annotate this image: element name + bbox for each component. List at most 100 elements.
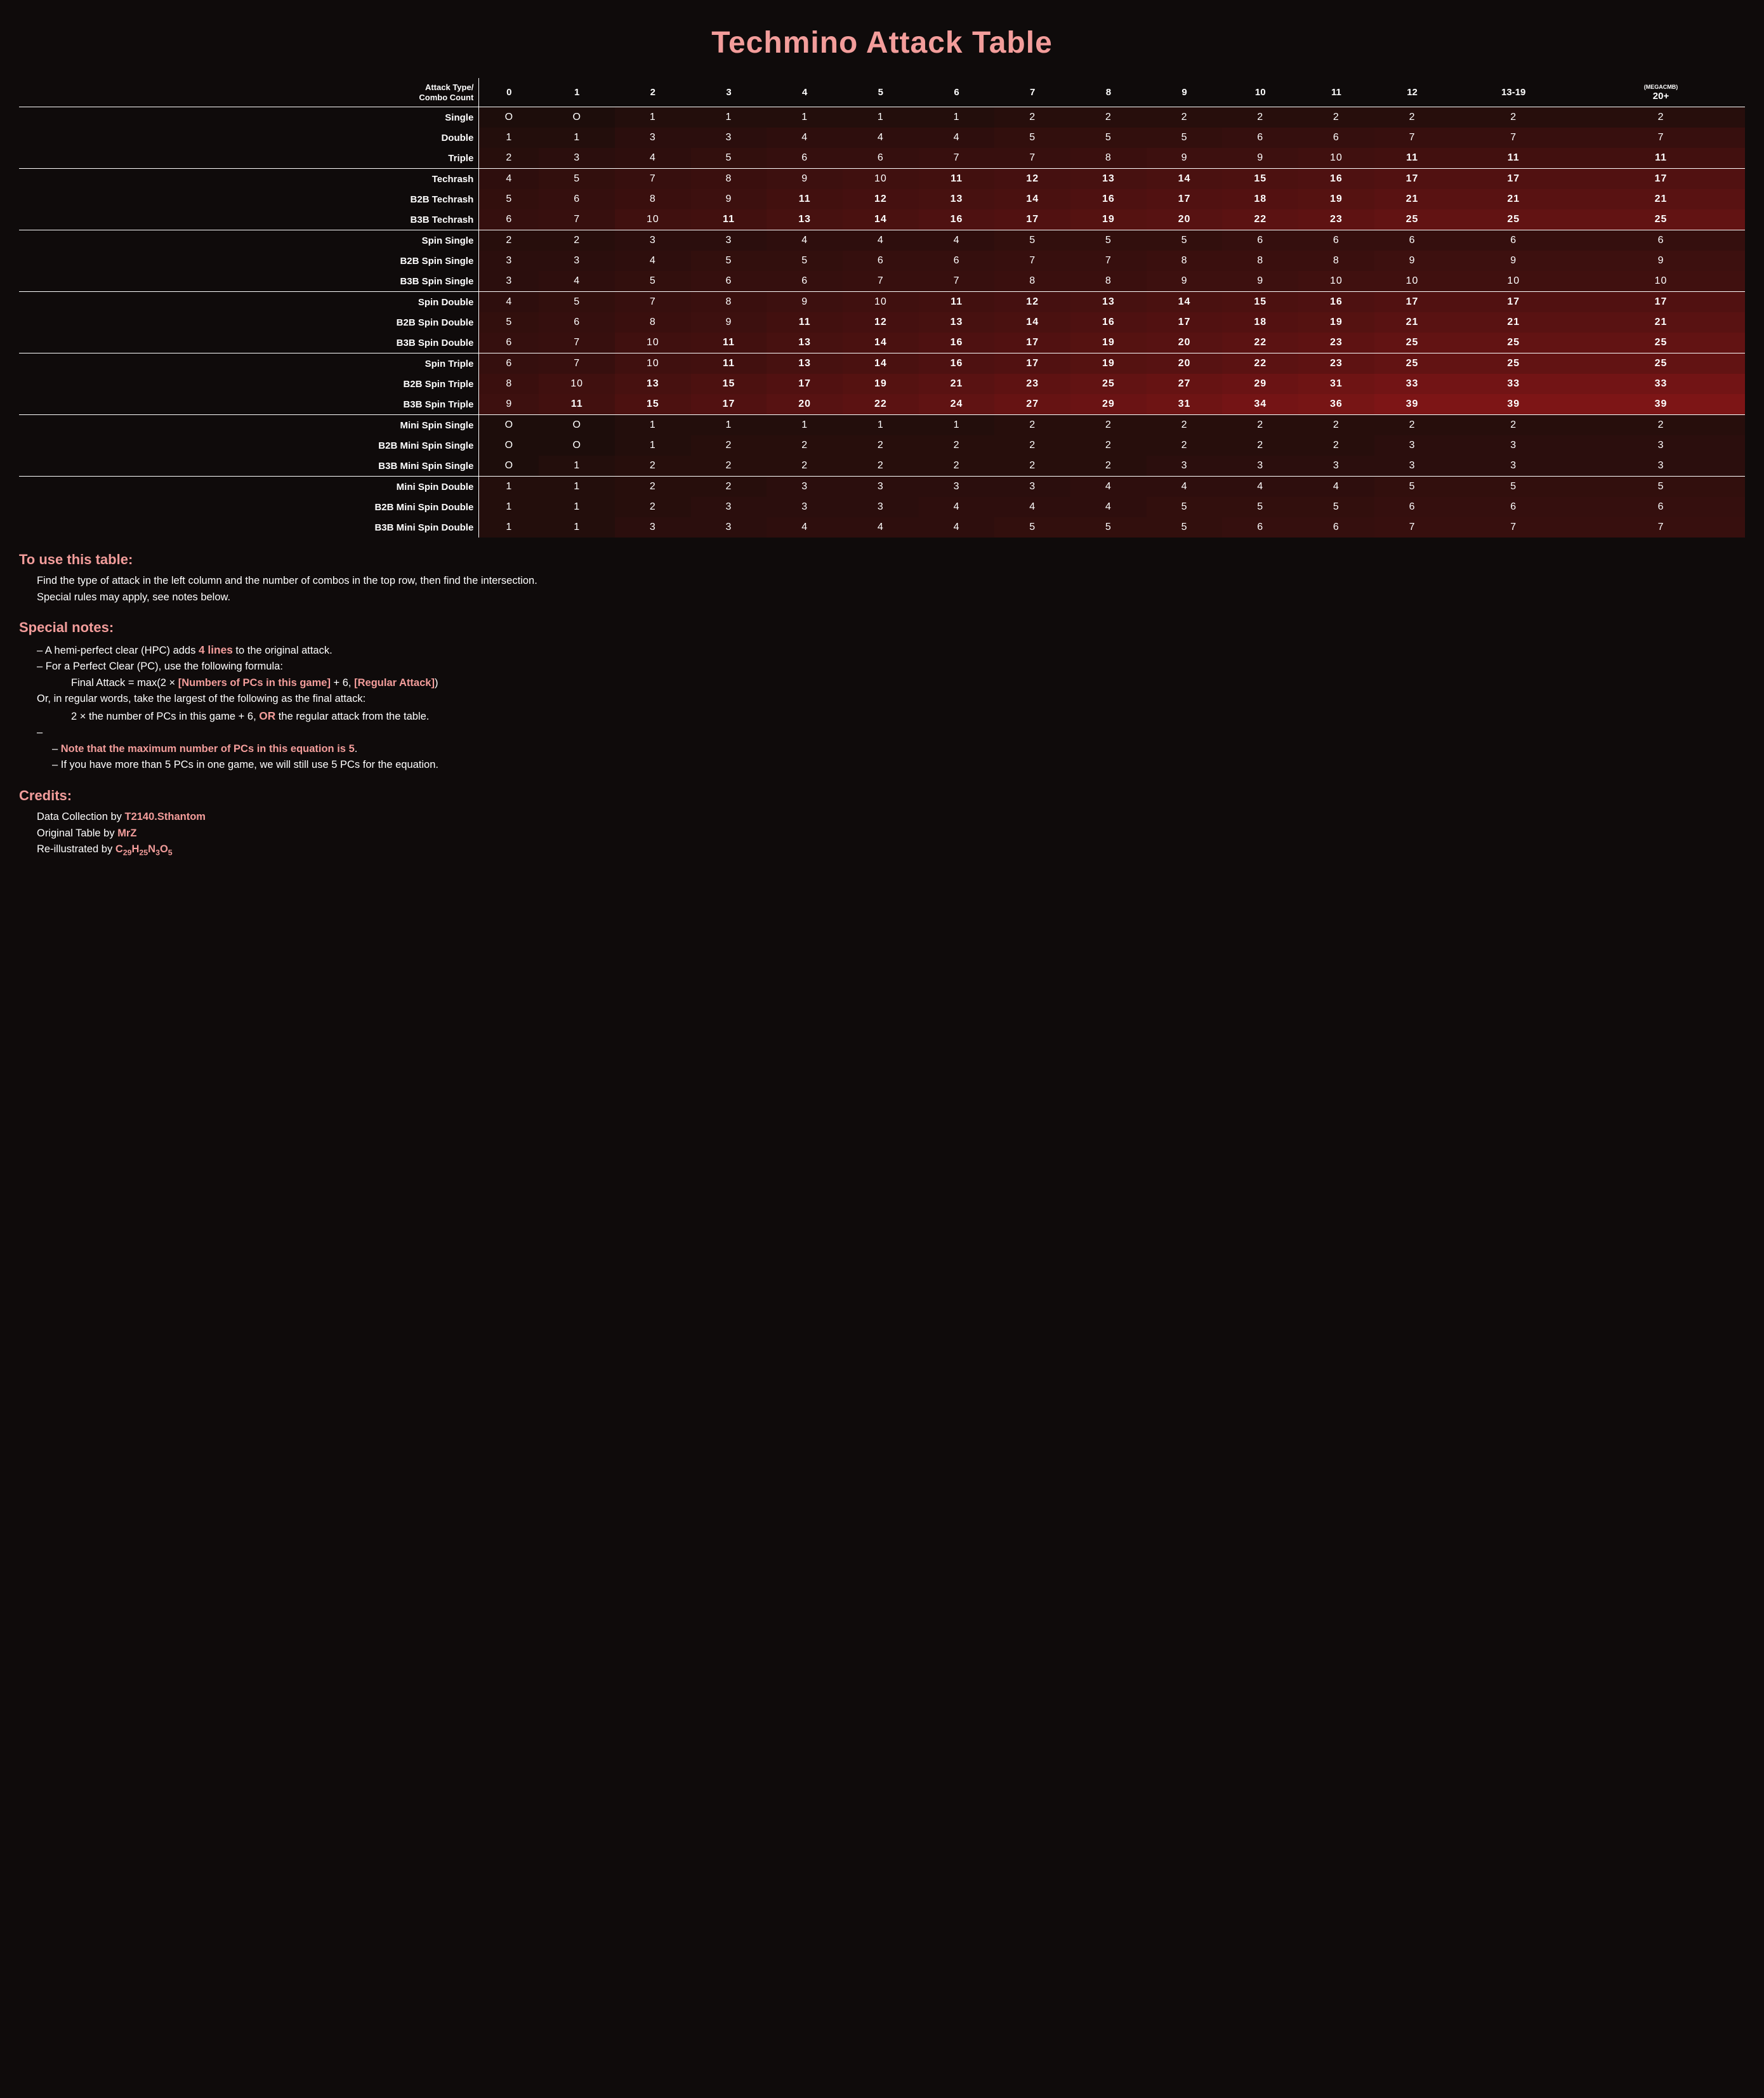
data-cell: 10 — [1298, 271, 1374, 292]
data-cell: 2 — [767, 456, 843, 477]
data-cell: 29 — [1070, 394, 1147, 415]
data-cell: 2 — [691, 477, 767, 498]
data-cell: 25 — [1374, 209, 1451, 230]
col-header: 9 — [1147, 78, 1223, 107]
row-header: Single — [19, 107, 479, 128]
data-cell: 19 — [843, 374, 919, 394]
data-cell: 4 — [767, 230, 843, 251]
data-cell: 8 — [1070, 148, 1147, 169]
data-cell: 16 — [919, 209, 995, 230]
data-cell: 19 — [1070, 209, 1147, 230]
data-cell: 5 — [479, 189, 539, 209]
data-cell: 25 — [1577, 333, 1745, 353]
row-header: B2B Techrash — [19, 189, 479, 209]
data-cell: 16 — [919, 333, 995, 353]
data-cell: 2 — [1070, 435, 1147, 456]
data-cell: 4 — [1070, 477, 1147, 498]
data-cell: 7 — [994, 251, 1070, 271]
data-cell: 21 — [1374, 312, 1451, 333]
data-cell: 6 — [767, 148, 843, 169]
data-cell: 5 — [1577, 477, 1745, 498]
data-cell: 5 — [1450, 477, 1577, 498]
data-cell: 6 — [1374, 497, 1451, 517]
data-cell: 10 — [1298, 148, 1374, 169]
data-cell: 13 — [1070, 292, 1147, 313]
data-cell: 1 — [615, 415, 691, 436]
data-cell: 5 — [615, 271, 691, 292]
col-header: 13-19 — [1450, 78, 1577, 107]
data-cell: 7 — [843, 271, 919, 292]
data-cell: 17 — [994, 209, 1070, 230]
data-cell: 1 — [615, 107, 691, 128]
col-header: 3 — [691, 78, 767, 107]
data-cell: 2 — [1070, 415, 1147, 436]
data-cell: 3 — [615, 128, 691, 148]
data-cell: 5 — [691, 148, 767, 169]
data-cell: 10 — [843, 292, 919, 313]
data-cell: 11 — [767, 312, 843, 333]
data-cell: 6 — [1577, 230, 1745, 251]
note-pc-intro: For a Perfect Clear (PC), use the follow… — [37, 659, 1745, 675]
data-cell: 10 — [615, 333, 691, 353]
data-cell: 9 — [691, 189, 767, 209]
data-cell: 3 — [1450, 435, 1577, 456]
data-cell: 1 — [615, 435, 691, 456]
data-cell: 6 — [1222, 230, 1298, 251]
data-cell: 7 — [1070, 251, 1147, 271]
data-cell: 39 — [1450, 394, 1577, 415]
data-cell: 23 — [1298, 353, 1374, 374]
data-cell: 10 — [1374, 271, 1451, 292]
data-cell: 17 — [994, 333, 1070, 353]
data-cell: 5 — [691, 251, 767, 271]
data-cell: 5 — [1070, 230, 1147, 251]
data-cell: 2 — [691, 435, 767, 456]
data-cell: 10 — [843, 169, 919, 190]
data-cell: 1 — [539, 128, 615, 148]
data-cell: 20 — [1147, 333, 1223, 353]
data-cell: 4 — [1298, 477, 1374, 498]
data-cell: 6 — [1374, 230, 1451, 251]
data-cell: 2 — [1298, 107, 1374, 128]
data-cell: 3 — [1577, 456, 1745, 477]
data-cell: 2 — [479, 148, 539, 169]
data-cell: 6 — [691, 271, 767, 292]
data-cell: 3 — [843, 477, 919, 498]
data-cell: 14 — [843, 209, 919, 230]
data-cell: 6 — [479, 353, 539, 374]
data-cell: 1 — [691, 107, 767, 128]
data-cell: 12 — [843, 189, 919, 209]
data-cell: 2 — [615, 477, 691, 498]
data-cell: 2 — [1222, 435, 1298, 456]
data-cell: 6 — [843, 251, 919, 271]
data-cell: 5 — [1070, 128, 1147, 148]
col-header: 8 — [1070, 78, 1147, 107]
data-cell: 7 — [919, 148, 995, 169]
data-cell: 15 — [1222, 292, 1298, 313]
credit-data: Data Collection by T2140.Sthantom — [19, 809, 1745, 826]
data-cell: 33 — [1374, 374, 1451, 394]
data-cell: 7 — [1577, 517, 1745, 538]
data-cell: 13 — [1070, 169, 1147, 190]
data-cell: 2 — [691, 456, 767, 477]
data-cell: 7 — [1450, 128, 1577, 148]
data-cell: 2 — [1222, 415, 1298, 436]
data-cell: 22 — [843, 394, 919, 415]
data-cell: 6 — [1298, 517, 1374, 538]
data-cell: 4 — [479, 292, 539, 313]
data-cell: 25 — [1070, 374, 1147, 394]
data-cell: 3 — [994, 477, 1070, 498]
data-cell: 6 — [843, 148, 919, 169]
data-cell: 23 — [1298, 209, 1374, 230]
data-cell: 20 — [1147, 209, 1223, 230]
data-cell: 2 — [919, 456, 995, 477]
data-cell: 2 — [994, 107, 1070, 128]
data-cell: 4 — [843, 128, 919, 148]
data-cell: 5 — [994, 517, 1070, 538]
data-cell: 11 — [539, 394, 615, 415]
col-header: 0 — [479, 78, 539, 107]
usage-line-2: Special rules may apply, see notes below… — [19, 590, 1745, 606]
data-cell: 33 — [1450, 374, 1577, 394]
row-header: B3B Mini Spin Single — [19, 456, 479, 477]
data-cell: O — [539, 435, 615, 456]
col-header: 12 — [1374, 78, 1451, 107]
